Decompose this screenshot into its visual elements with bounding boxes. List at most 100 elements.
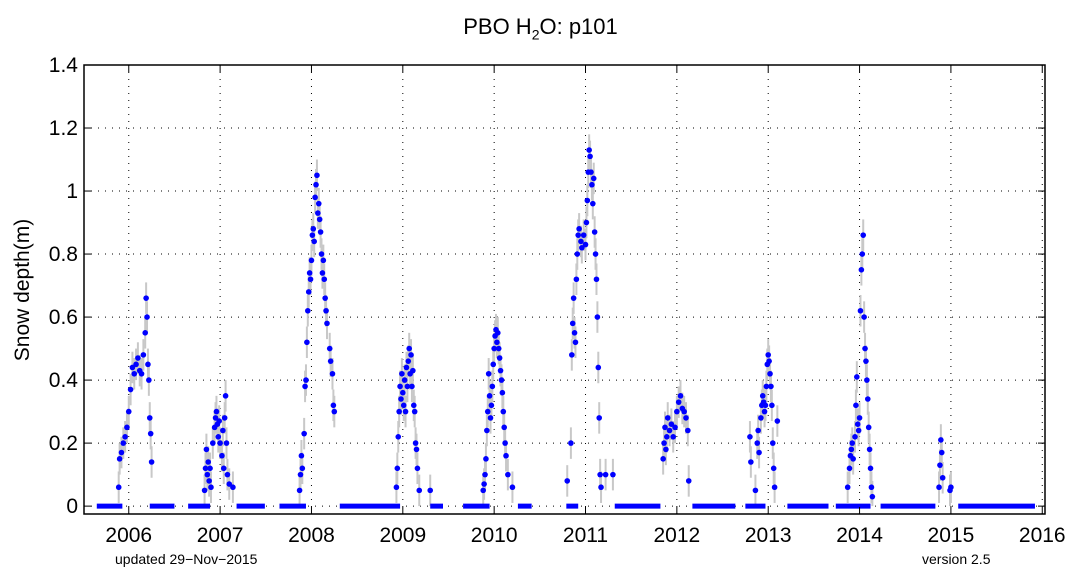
version-label: version 2.5 bbox=[922, 551, 991, 567]
data-point bbox=[677, 393, 684, 399]
data-point bbox=[844, 484, 851, 491]
y-tick-label: 0.6 bbox=[49, 306, 78, 329]
data-point bbox=[767, 370, 773, 377]
x-tick-label: 2011 bbox=[563, 524, 608, 547]
data-point bbox=[660, 456, 666, 462]
data-point bbox=[411, 408, 418, 415]
data-point bbox=[864, 377, 870, 383]
data-point bbox=[765, 352, 772, 358]
data-point bbox=[131, 370, 138, 377]
data-point bbox=[313, 181, 319, 188]
data-point bbox=[317, 229, 324, 235]
data-point bbox=[326, 345, 333, 352]
data-point bbox=[570, 295, 577, 301]
data-point bbox=[323, 307, 329, 314]
data-point bbox=[410, 402, 417, 409]
data-point bbox=[319, 270, 326, 276]
data-point bbox=[224, 471, 231, 478]
data-point bbox=[509, 484, 516, 491]
data-point bbox=[583, 219, 590, 226]
data-point bbox=[748, 459, 754, 465]
x-tick-label: 2007 bbox=[197, 524, 244, 547]
data-point bbox=[397, 383, 403, 390]
data-point bbox=[133, 361, 139, 368]
data-point bbox=[858, 267, 865, 273]
data-point bbox=[321, 276, 328, 283]
data-point bbox=[129, 364, 136, 371]
data-point bbox=[588, 169, 594, 175]
data-point bbox=[140, 352, 147, 358]
data-point bbox=[213, 408, 220, 415]
data-point bbox=[399, 370, 405, 377]
data-point bbox=[495, 330, 501, 336]
data-point bbox=[496, 355, 503, 361]
data-point bbox=[398, 396, 404, 402]
data-point bbox=[124, 424, 130, 431]
data-point bbox=[122, 434, 128, 440]
data-point bbox=[564, 478, 571, 484]
data-point bbox=[142, 330, 149, 336]
data-point bbox=[852, 434, 858, 440]
data-point bbox=[416, 487, 423, 494]
data-point bbox=[414, 465, 421, 472]
data-point bbox=[770, 465, 777, 472]
data-point bbox=[220, 465, 227, 472]
x-tick-label: 2014 bbox=[836, 524, 883, 547]
data-point bbox=[568, 440, 574, 446]
data-point bbox=[666, 427, 673, 434]
data-point bbox=[503, 452, 509, 459]
data-point bbox=[598, 484, 604, 491]
data-point bbox=[939, 474, 946, 481]
data-point bbox=[866, 446, 873, 453]
data-point bbox=[487, 415, 494, 421]
data-point bbox=[681, 408, 687, 415]
data-point bbox=[207, 465, 213, 472]
data-point bbox=[595, 364, 602, 371]
data-point bbox=[329, 370, 336, 377]
data-point bbox=[591, 229, 598, 235]
chart-title: PBO H2O: p101 bbox=[463, 14, 618, 43]
data-point bbox=[204, 471, 211, 478]
data-point bbox=[685, 478, 692, 484]
data-point bbox=[393, 484, 400, 491]
data-point bbox=[752, 487, 759, 494]
data-point bbox=[146, 415, 153, 421]
data-point bbox=[408, 352, 414, 358]
axes-box bbox=[83, 64, 1046, 515]
data-point bbox=[296, 487, 303, 494]
data-point bbox=[327, 358, 334, 364]
data-point bbox=[590, 200, 596, 207]
data-point bbox=[486, 393, 493, 399]
data-point bbox=[223, 440, 230, 446]
data-point bbox=[505, 471, 511, 478]
data-point bbox=[147, 430, 154, 437]
data-point bbox=[756, 449, 762, 456]
data-point bbox=[315, 210, 321, 216]
data-point bbox=[230, 484, 236, 491]
data-point bbox=[303, 377, 309, 383]
data-point bbox=[412, 440, 419, 446]
x-tick-label: 2012 bbox=[654, 524, 701, 547]
data-point bbox=[304, 339, 310, 346]
data-point bbox=[480, 487, 486, 494]
data-point bbox=[761, 408, 768, 415]
data-point bbox=[201, 487, 208, 494]
data-point bbox=[400, 402, 407, 409]
data-point bbox=[405, 358, 412, 364]
data-point bbox=[401, 377, 408, 383]
y-axis-label: Snow depth(m) bbox=[11, 219, 34, 361]
data-point bbox=[948, 484, 954, 491]
data-point bbox=[768, 383, 774, 390]
data-point bbox=[299, 465, 306, 472]
data-point bbox=[484, 427, 490, 434]
data-point bbox=[769, 440, 776, 446]
data-point bbox=[488, 402, 495, 409]
data-point bbox=[759, 393, 766, 399]
data-point bbox=[406, 345, 413, 352]
data-point bbox=[663, 446, 669, 453]
y-tick-label: 1 bbox=[66, 180, 78, 203]
data-point bbox=[402, 408, 409, 415]
data-point bbox=[125, 408, 132, 415]
data-point bbox=[146, 377, 152, 383]
data-point bbox=[853, 402, 859, 409]
